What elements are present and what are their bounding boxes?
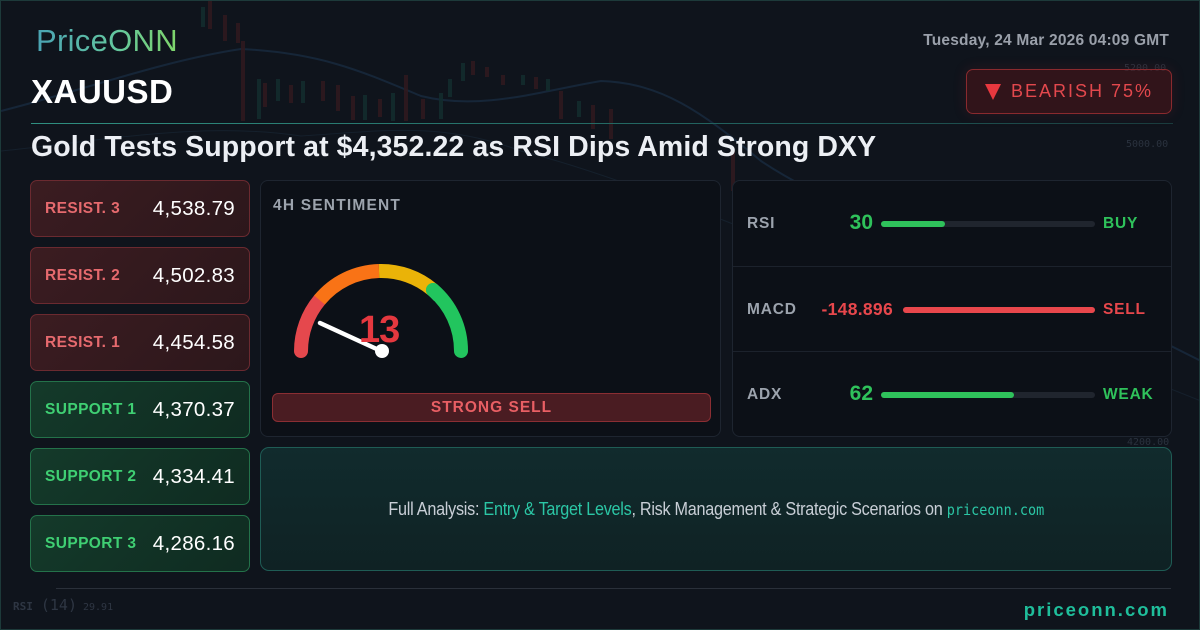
header-divider: [31, 123, 1173, 124]
indicator-rsi: RSI 30 BUY: [733, 181, 1171, 267]
headline: Gold Tests Support at $4,352.22 as RSI D…: [31, 131, 877, 163]
sentiment-score: 13: [359, 309, 400, 351]
indicator-value: 30: [849, 211, 873, 234]
indicator-signal: BUY: [1103, 215, 1139, 232]
level-resistance-1: RESIST. 1 4,454.58: [30, 314, 250, 371]
level-support-2: SUPPORT 2 4,334.41: [30, 448, 250, 505]
cta-link[interactable]: priceonn.com: [946, 500, 1044, 519]
level-support-1: SUPPORT 1 4,370.37: [30, 381, 250, 438]
brand-logo: PriceONN: [36, 23, 178, 58]
indicator-adx: ADX 62 WEAK: [733, 352, 1171, 436]
level-value: 4,538.79: [152, 196, 235, 220]
level-support-3: SUPPORT 3 4,286.16: [30, 515, 250, 572]
triangle-down-icon: [984, 83, 1001, 100]
price-axis-label: 4200.00: [1127, 437, 1170, 448]
indicator-name: MACD: [747, 300, 797, 318]
indicator-bar: [881, 392, 1095, 398]
indicators-card: RSI 30 BUY MACD -148.896 SELL ADX 62 WEA…: [732, 180, 1172, 437]
sentiment-verdict: STRONG SELL: [272, 393, 711, 422]
cta-accent: Entry & Target Levels: [483, 498, 632, 519]
rsi-legend: RSI (14) 29.91: [13, 595, 113, 614]
level-label: RESIST. 1: [45, 333, 121, 351]
cta-text: Full Analysis: Entry & Target Levels, Ri…: [388, 499, 1044, 520]
full-analysis-banner[interactable]: Full Analysis: Entry & Target Levels, Ri…: [260, 447, 1172, 571]
level-value: 4,454.58: [152, 330, 235, 354]
rsi-legend-label: RSI: [13, 600, 33, 613]
cta-middle: , Risk Management & Strategic Scenarios …: [631, 498, 947, 519]
indicator-bar: [881, 221, 1095, 227]
level-label: RESIST. 3: [45, 199, 121, 217]
gauge-needle: [317, 320, 384, 354]
price-levels: RESIST. 3 4,538.79 RESIST. 2 4,502.83 RE…: [30, 180, 250, 582]
indicator-name: RSI: [747, 215, 776, 232]
price-axis-label: 5000.00: [1126, 139, 1169, 150]
level-value: 4,370.37: [152, 397, 235, 421]
rsi-legend-value: 29.91: [83, 602, 114, 613]
indicator-signal: WEAK: [1103, 386, 1154, 403]
indicator-value: 62: [849, 382, 873, 405]
level-value: 4,334.41: [152, 464, 235, 488]
footer-url[interactable]: priceonn.com: [1023, 599, 1169, 620]
level-value: 4,286.16: [152, 531, 235, 555]
bias-badge: BEARISH 75%: [966, 69, 1172, 114]
level-label: RESIST. 2: [45, 266, 121, 284]
level-value: 4,502.83: [152, 263, 235, 287]
level-resistance-3: RESIST. 3 4,538.79: [30, 180, 250, 237]
indicator-name: ADX: [747, 386, 783, 403]
sentiment-title: 4H SENTIMENT: [273, 197, 402, 214]
timestamp: Tuesday, 24 Mar 2026 04:09 GMT: [923, 32, 1169, 49]
symbol-title: XAUUSD: [31, 73, 174, 110]
level-label: SUPPORT 3: [45, 534, 137, 552]
indicator-macd: MACD -148.896 SELL: [733, 267, 1171, 352]
sentiment-gauge-icon: [294, 263, 469, 358]
bias-label: BEARISH 75%: [1010, 81, 1154, 101]
rsi-legend-period: (14): [40, 596, 77, 614]
indicator-signal: SELL: [1103, 300, 1146, 318]
sentiment-card: 4H SENTIMENT 13 STRONG SELL: [260, 180, 721, 437]
indicator-bar: [903, 306, 1095, 313]
cta-prefix: Full Analysis:: [388, 498, 484, 519]
level-label: SUPPORT 1: [45, 400, 137, 418]
price-axis-label: 5200.00: [1124, 63, 1167, 74]
indicator-value: -148.896: [821, 298, 893, 319]
level-label: SUPPORT 2: [45, 467, 137, 485]
level-resistance-2: RESIST. 2 4,502.83: [30, 247, 250, 304]
footer-divider: [56, 588, 1171, 589]
